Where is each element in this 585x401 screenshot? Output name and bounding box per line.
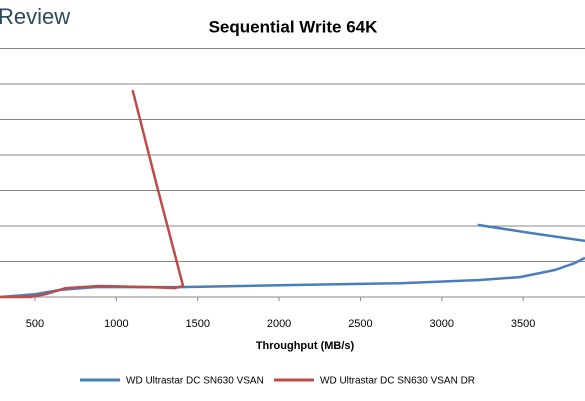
chart-title: Sequential Write 64K [209,17,379,36]
x-tick-label: 2500 [348,318,372,330]
brand: Review [0,4,70,29]
x-tick-label: 2000 [267,318,291,330]
legend-label: WD Ultrastar DC SN630 VSAN [126,376,264,387]
legend-label: WD Ultrastar DC SN630 VSAN DR [320,376,475,387]
x-tick-label: 3500 [511,318,535,330]
x-axis-label: Throughput (MB/s) [256,340,355,352]
series-line [0,89,185,299]
x-tick-label: 1000 [104,318,128,330]
x-tick-label: 500 [26,318,44,330]
x-tick-label: 3000 [430,318,454,330]
x-tick-label: 1500 [185,318,209,330]
